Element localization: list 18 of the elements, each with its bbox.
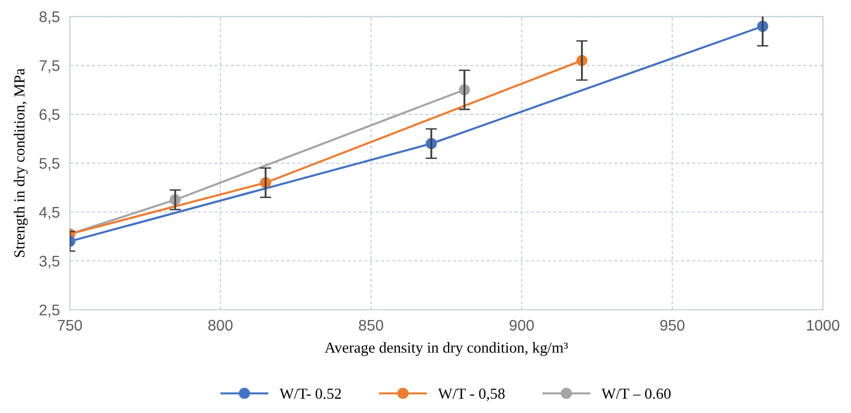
x-tick-label: 850 [358, 320, 384, 331]
y-tick-label: 5,5 [39, 158, 60, 171]
y-tick-label: 6,5 [40, 109, 60, 122]
x-tick-label: 800 [208, 320, 233, 331]
x-tick-label: 1000 [807, 320, 840, 331]
y-tick-label: 8,5 [39, 11, 60, 24]
y-tick-label: 7,5 [40, 60, 60, 73]
y-axis-title: Strength in dry condition, MPa [14, 68, 28, 257]
y-tick-label: 2,5 [40, 304, 60, 318]
x-axis-title: Average density in dry condition, kg/m³ [324, 342, 568, 356]
x-tick-label: 750 [58, 320, 82, 331]
legend-label: W/T – 0.60 [601, 388, 671, 399]
x-tick-label: 900 [510, 320, 534, 331]
y-tick-label: 4,5 [39, 207, 60, 220]
x-tick-label: 950 [660, 320, 684, 331]
legend-label: W/T - 0,58 [438, 388, 505, 402]
legend-label: W/T- 0.52 [280, 388, 341, 399]
y-tick-label: 3,5 [39, 256, 60, 268]
